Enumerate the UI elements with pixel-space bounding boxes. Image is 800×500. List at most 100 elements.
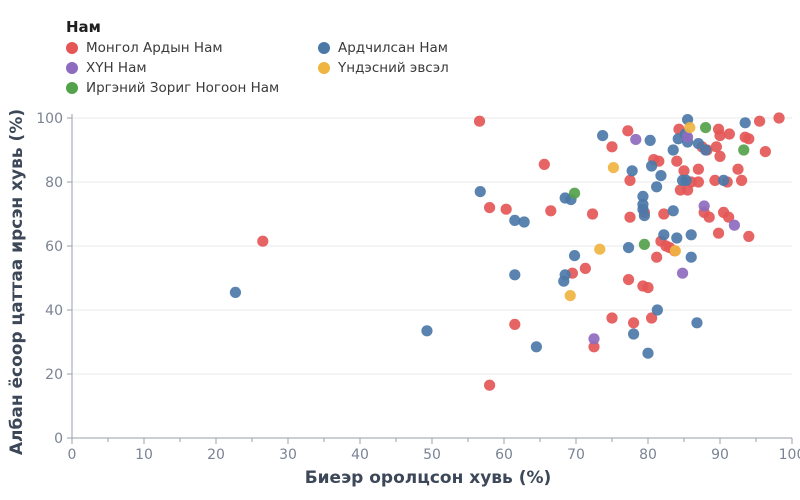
data-point [667,144,679,156]
data-point [718,174,730,186]
data-point [655,170,667,182]
x-tick-label: 10 [135,447,153,463]
data-point [712,227,725,239]
data-point [473,115,486,127]
x-tick-label: 30 [279,447,297,463]
data-point [594,243,606,255]
legend-swatch-ardchilsan-nam [318,41,330,54]
y-tick-label: 0 [54,431,63,447]
data-point [667,205,679,217]
tick-labels: 0 20 40 60 80 100 0 10 20 30 40 50 60 70 80 90 100 [36,111,800,463]
data-point [538,158,550,170]
data-point [646,160,658,172]
legend-swatch-irgeniy-zorig-nogoon-nam [66,81,78,94]
data-point [474,186,486,198]
data-point [579,262,591,274]
legend-label-mongol-ardyn-nam: Монгол Ардын Нам [86,39,223,56]
x-tick-label: 80 [639,447,657,463]
data-point [607,162,620,174]
data-point [754,115,766,127]
data-point [518,216,530,228]
data-point [743,230,755,242]
y-tick-label: 40 [45,303,63,319]
data-point [728,219,741,231]
data-point [630,133,642,146]
y-axis-title: Албан ёсоор цаттаа ирсэн хувь (%) [7,109,27,455]
data-point [642,282,654,294]
data-point [606,312,618,324]
data-point [710,141,723,153]
data-point [703,211,715,223]
data-point [622,242,635,254]
data-point [692,176,705,188]
data-point [597,130,609,142]
data-point [684,122,696,134]
data-point [638,238,651,250]
data-point [714,130,726,142]
data-point [700,122,712,134]
y-tick-label: 60 [45,239,63,255]
legend-item-ardchilsan-nam: Ардчилсан Нам [318,38,498,57]
data-point [588,341,600,353]
x-tick-label: 90 [711,447,729,463]
data-point [606,141,618,153]
data-point [509,269,521,281]
data-point [723,128,735,140]
x-tick-label: 60 [495,447,513,463]
data-point [700,144,712,156]
grid-lines [72,117,792,375]
data-point [691,317,703,329]
data-point [637,190,649,202]
data-point [638,210,651,222]
x-tick-label: 0 [68,447,77,463]
data-point [484,379,496,391]
x-tick-label: 100 [779,447,800,463]
data-point [651,181,663,193]
data-point [723,211,735,223]
data-point [739,117,751,129]
data-point [732,163,744,175]
data-point [669,245,681,257]
legend-label-khun-nam: ХҮН Нам [86,59,147,76]
y-tick-label: 80 [45,175,63,191]
data-point [229,286,242,298]
data-point [642,347,654,359]
data-point [671,155,683,167]
data-point [564,290,576,302]
data-point [624,174,636,186]
data-point [658,229,670,241]
legend-title: Нам [66,18,101,36]
data-point [257,235,269,247]
data-point [651,251,663,263]
data-point [678,165,690,177]
data-point [622,125,634,137]
legend-item-undesniy-evsel: Үндэсний эвсэл [318,58,498,77]
data-point [500,203,512,215]
x-tick-label: 40 [351,447,369,463]
data-point [586,208,599,220]
data-point [743,133,755,145]
legend-swatch-mongol-ardyn-nam [66,41,78,54]
legend-label-undesniy-evsel: Үндэсний эвсэл [338,59,449,76]
y-tick-label: 100 [36,111,63,127]
legend-swatch-khun-nam [66,61,78,74]
legend-item-irgeniy-zorig-nogoon-nam: Иргэний Зориг Ногоон Нам [66,78,318,97]
legend-swatch-undesniy-evsel [318,61,330,74]
data-point [484,202,496,214]
data-point [644,134,656,146]
data-point [682,131,694,143]
data-point [685,251,697,263]
legend-label-irgeniy-zorig-nogoon-nam: Иргэний Зориг Ногоон Нам [86,79,280,96]
legend-item-mongol-ardyn-nam: Монгол Ардын Нам [66,38,318,57]
x-tick-label: 50 [423,447,441,463]
data-point [671,232,683,244]
data-point [680,174,692,186]
data-point [759,146,771,158]
y-tick-label: 20 [45,367,63,383]
data-point [628,317,640,329]
data-point [545,205,557,217]
data-point [709,174,721,186]
data-point [509,318,521,330]
data-point [421,325,433,337]
